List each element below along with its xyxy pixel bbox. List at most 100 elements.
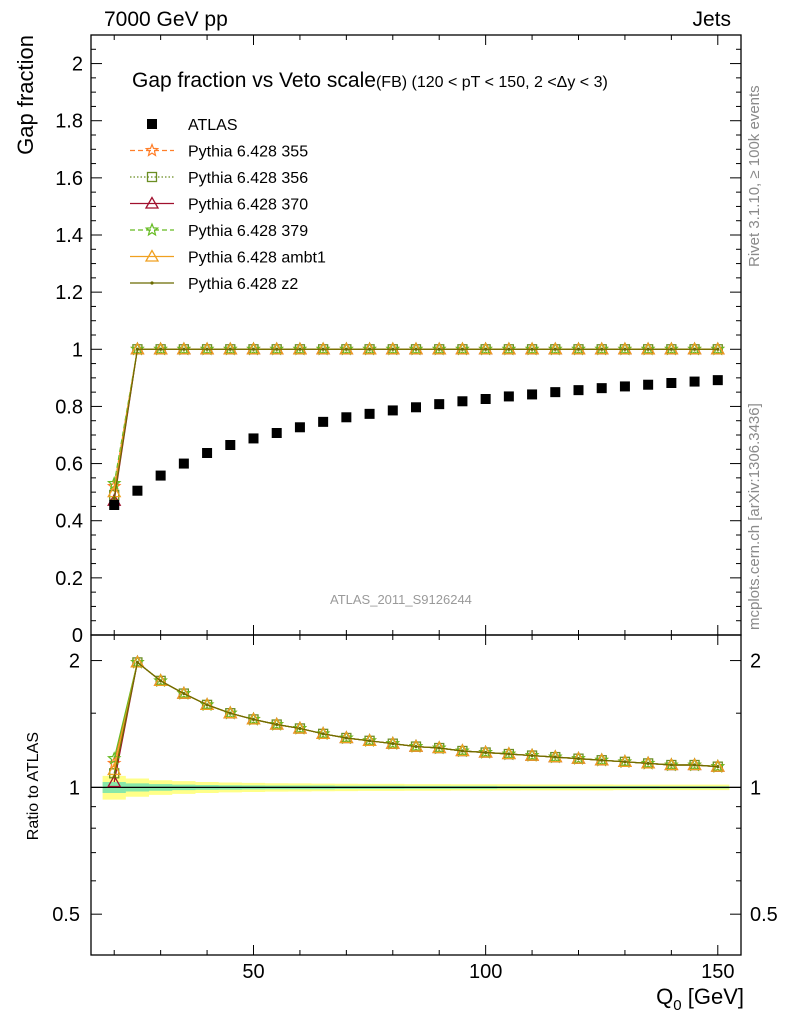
atlas-data-point [202, 448, 213, 458]
ratio-point [501, 746, 517, 761]
legend-label: Pythia 6.428 z2 [188, 276, 298, 293]
series-point [315, 341, 331, 356]
atlas-data-point [225, 440, 236, 450]
ratio-point [298, 726, 302, 731]
legend-label: Pythia 6.428 ambt1 [188, 250, 326, 267]
atlas-data-point [155, 470, 166, 481]
ratio-point [524, 747, 540, 762]
series-point [437, 347, 441, 351]
series-point [646, 347, 650, 351]
atlas-data-point [503, 391, 514, 402]
y-axis-title: Gap fraction [13, 35, 38, 155]
series-line [113, 348, 718, 487]
legend-label: ATLAS [188, 117, 238, 134]
series-point [524, 341, 540, 355]
series-point [710, 341, 726, 356]
ratio-series-1 [106, 654, 726, 773]
series-point [153, 341, 168, 355]
ratio-line [113, 661, 718, 771]
series-point [367, 347, 372, 351]
series-point [182, 347, 186, 351]
series-point [617, 341, 633, 356]
series-point [298, 347, 302, 351]
ratio-point [623, 760, 627, 764]
series-point [269, 341, 284, 355]
series-point [339, 341, 354, 355]
series-point [484, 347, 488, 351]
series-point [292, 341, 308, 356]
atlas-data-series [109, 375, 723, 510]
mc-series-6 [112, 347, 720, 500]
series-point [159, 347, 163, 351]
series-point [275, 347, 279, 351]
series-point [460, 347, 465, 351]
series-point [687, 341, 702, 356]
ratio-point [367, 739, 372, 743]
ratio-y-tick-label-right: 0.5 [750, 904, 778, 926]
series-point [414, 347, 418, 351]
series-point [640, 341, 656, 356]
series-point [548, 341, 563, 355]
ratio-point [153, 673, 168, 687]
x-tick-label: 150 [701, 961, 734, 983]
series-point [716, 347, 720, 351]
atlas-data-point [294, 422, 305, 433]
legend-label: Pythia 6.428 355 [188, 144, 308, 161]
series-point [112, 496, 116, 500]
series-point [408, 341, 424, 355]
analysis-watermark: ATLAS_2011_S9126244 [330, 592, 472, 607]
series-point [246, 341, 261, 356]
ratio-point [269, 716, 284, 731]
series-point [432, 341, 447, 355]
series-point [246, 341, 261, 355]
series-point [385, 341, 400, 355]
ratio-point [176, 686, 191, 699]
series-point [623, 347, 627, 351]
ratio-point [692, 763, 697, 767]
legend-marker [144, 249, 160, 262]
legend-label: Pythia 6.428 379 [188, 223, 308, 240]
ratio-plot-frame [90, 634, 742, 956]
ratio-point [669, 763, 673, 767]
ratio-point [159, 679, 163, 683]
mcplots-reference-label: mcplots.cern.ch [arXiv:1306.3436] [746, 403, 763, 630]
ratio-point [548, 749, 563, 764]
mc-series-5 [107, 341, 725, 498]
ratio-point [130, 655, 145, 668]
series-point [617, 341, 633, 355]
ratio-y-tick-label: 2 [69, 651, 80, 673]
series-point [223, 341, 238, 356]
y-tick-label: 0.8 [55, 396, 83, 418]
series-point [153, 341, 168, 356]
series-line [113, 348, 718, 501]
series-point [431, 341, 447, 356]
series-point [408, 341, 424, 356]
mc-series-1 [106, 341, 726, 493]
series-point [571, 341, 586, 356]
atlas-data-point [364, 408, 375, 419]
series-point [600, 347, 604, 351]
series-point [269, 341, 284, 356]
ratio-point [507, 752, 511, 756]
series-point [292, 341, 308, 355]
series-point [669, 347, 673, 351]
ratio-point [292, 720, 308, 735]
rivet-version-label: Rivet 3.1.10, ≥ 100k events [746, 85, 763, 267]
ratio-series-4 [106, 654, 726, 773]
atlas-data-point [341, 412, 352, 423]
y-tick-label: 1.6 [55, 168, 83, 190]
x-axis-title: Q0 [GeV] [656, 984, 744, 1014]
ratio-point [135, 660, 140, 665]
ratio-point [664, 757, 679, 772]
atlas-data-point [643, 379, 654, 390]
series-point [362, 341, 377, 355]
series-point [344, 347, 348, 351]
legend-marker [146, 171, 158, 183]
chart-title-main: Gap fraction vs Veto scale [132, 69, 376, 92]
atlas-data-point [132, 485, 143, 496]
ratio-y-tick-label: 1 [69, 777, 80, 799]
ratio-point [408, 738, 424, 753]
ratio-point [431, 740, 447, 755]
ratio-point [321, 732, 325, 736]
ratio-series-6 [112, 660, 720, 779]
